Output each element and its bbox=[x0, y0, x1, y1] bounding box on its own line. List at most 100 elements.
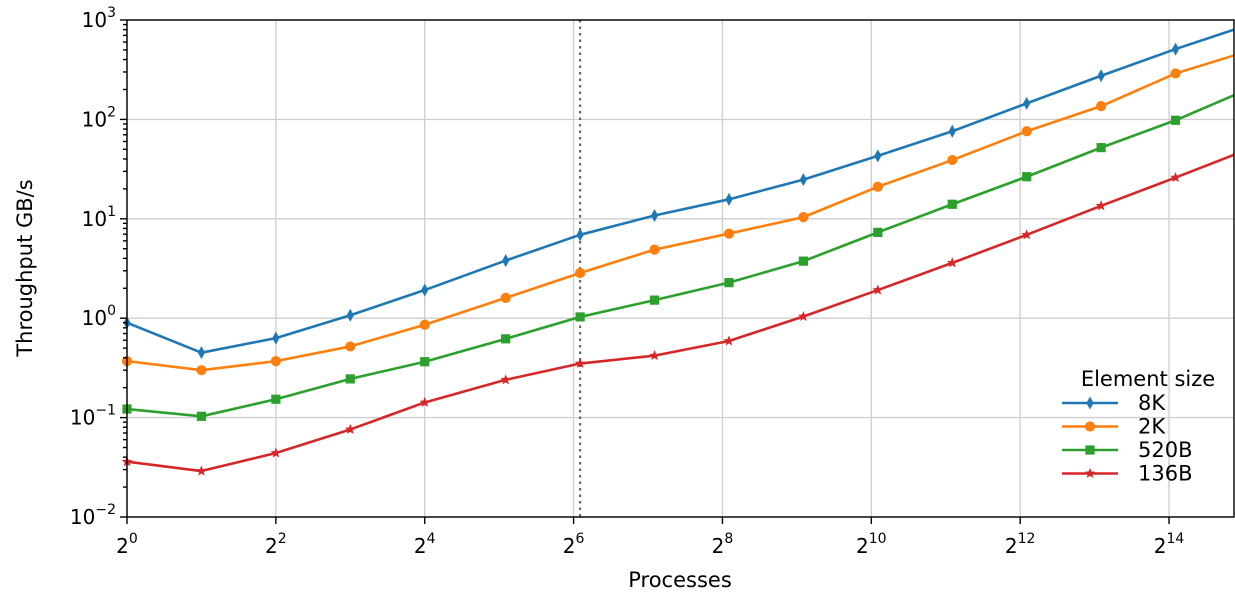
x-tick-label: 24 bbox=[414, 531, 436, 558]
series-line bbox=[126, 54, 1235, 372]
legend-label: 520B bbox=[1138, 438, 1193, 462]
data-point bbox=[575, 312, 585, 322]
data-point bbox=[1170, 115, 1181, 125]
data-point bbox=[650, 208, 659, 222]
x-tick-label: 210 bbox=[856, 531, 887, 558]
series-136b bbox=[121, 153, 1235, 476]
y-tick-label: 102 bbox=[82, 104, 116, 131]
y-tick-label: 103 bbox=[82, 5, 116, 32]
data-point bbox=[196, 411, 207, 421]
series-8k bbox=[123, 28, 1235, 360]
data-point bbox=[1023, 96, 1031, 110]
data-point bbox=[502, 254, 510, 268]
data-point bbox=[723, 335, 735, 346]
data-point bbox=[1171, 42, 1180, 56]
data-point bbox=[421, 283, 429, 297]
series-2k bbox=[121, 54, 1235, 376]
data-point bbox=[649, 350, 660, 361]
data-point bbox=[873, 227, 883, 237]
data-point bbox=[420, 357, 430, 367]
data-point bbox=[947, 199, 957, 209]
data-point bbox=[649, 295, 660, 305]
data-point bbox=[196, 365, 207, 376]
data-point bbox=[1022, 172, 1032, 182]
data-point bbox=[872, 284, 884, 295]
x-tick-label: 28 bbox=[712, 531, 734, 558]
data-point bbox=[1096, 143, 1106, 153]
data-point bbox=[1085, 445, 1095, 455]
data-point bbox=[419, 319, 430, 330]
data-point bbox=[270, 356, 281, 367]
data-point bbox=[874, 149, 882, 163]
axis-ticks: 20 22 24 26 28 210 212 214 10−2 10−1 100 101 102 103 bbox=[70, 5, 1184, 558]
legend-item-2k: 2K bbox=[1062, 415, 1166, 439]
y-tick-label: 101 bbox=[82, 204, 116, 231]
data-point bbox=[1021, 229, 1033, 240]
data-point bbox=[271, 394, 281, 404]
data-point bbox=[574, 357, 586, 369]
y-axis-label: Throughput GB/s bbox=[13, 179, 37, 357]
y-tick-label: 100 bbox=[82, 303, 116, 330]
legend-label: 136B bbox=[1138, 462, 1193, 486]
data-point bbox=[798, 256, 808, 266]
data-point bbox=[1086, 396, 1094, 410]
legend-label: 8K bbox=[1138, 391, 1166, 415]
data-point bbox=[501, 334, 511, 344]
series-group bbox=[121, 28, 1235, 476]
data-point bbox=[798, 310, 809, 322]
y-tick-label: 10−1 bbox=[70, 403, 116, 430]
x-axis-label: Processes bbox=[628, 568, 732, 592]
data-point bbox=[346, 308, 354, 322]
x-tick-label: 212 bbox=[1005, 531, 1036, 558]
grid bbox=[126, 19, 1234, 518]
data-point bbox=[872, 181, 883, 192]
data-point bbox=[798, 212, 809, 223]
data-point bbox=[1170, 171, 1181, 183]
data-point bbox=[649, 244, 660, 255]
data-point bbox=[724, 278, 734, 288]
data-point bbox=[500, 374, 511, 385]
data-point bbox=[500, 292, 511, 304]
data-point bbox=[345, 374, 355, 384]
y-tick-label: 10−2 bbox=[70, 502, 116, 529]
data-point bbox=[1170, 68, 1181, 79]
data-point bbox=[419, 396, 431, 407]
data-point bbox=[1084, 467, 1096, 479]
data-point bbox=[723, 228, 735, 239]
data-point bbox=[272, 331, 280, 345]
series-line bbox=[126, 153, 1235, 473]
data-point bbox=[725, 192, 733, 206]
series-line bbox=[126, 94, 1235, 418]
data-point bbox=[344, 423, 356, 434]
legend-title: Element size bbox=[1081, 367, 1215, 391]
x-tick-label: 20 bbox=[116, 531, 138, 558]
legend-item-136b: 136B bbox=[1062, 462, 1193, 486]
data-point bbox=[575, 267, 586, 279]
data-point bbox=[946, 257, 958, 268]
plot-frame bbox=[126, 19, 1235, 518]
data-point bbox=[1021, 126, 1032, 137]
data-point bbox=[1095, 200, 1107, 211]
data-point bbox=[576, 228, 584, 242]
x-tick-label: 26 bbox=[563, 531, 585, 558]
series-520b bbox=[122, 94, 1235, 421]
data-point bbox=[1097, 69, 1105, 83]
data-point bbox=[270, 447, 282, 458]
data-point bbox=[948, 124, 956, 138]
data-point bbox=[345, 341, 356, 352]
data-point bbox=[1096, 101, 1107, 112]
series-line bbox=[126, 28, 1235, 354]
data-point bbox=[947, 154, 958, 166]
x-tick-label: 22 bbox=[265, 531, 287, 558]
data-point bbox=[196, 465, 207, 476]
x-tick-label: 214 bbox=[1154, 531, 1185, 558]
legend-item-8k: 8K bbox=[1062, 391, 1166, 415]
legend-item-520b: 520B bbox=[1062, 438, 1193, 462]
legend-label: 2K bbox=[1138, 415, 1166, 439]
data-point bbox=[1084, 421, 1096, 432]
data-point bbox=[799, 173, 807, 187]
data-point bbox=[197, 346, 206, 360]
